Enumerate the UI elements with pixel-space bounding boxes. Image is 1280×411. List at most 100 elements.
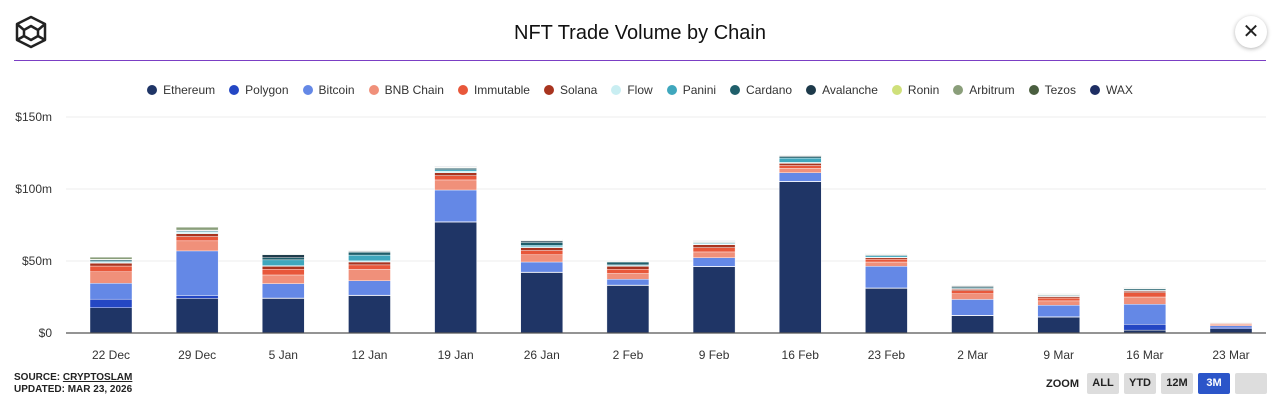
bar-segment[interactable] bbox=[865, 255, 908, 258]
bar-segment[interactable] bbox=[606, 285, 650, 334]
legend-item[interactable]: BNB Chain bbox=[368, 83, 444, 97]
bar-segment[interactable] bbox=[89, 259, 133, 262]
bar-segment[interactable] bbox=[348, 269, 391, 281]
bar-segment[interactable] bbox=[865, 261, 908, 267]
bar-segment[interactable] bbox=[89, 307, 133, 334]
close-icon[interactable]: ✕ bbox=[1235, 16, 1267, 48]
bar-segment[interactable] bbox=[434, 179, 477, 191]
bar-segment[interactable] bbox=[348, 264, 391, 270]
bar-segment[interactable] bbox=[1209, 328, 1253, 334]
bar-segment[interactable] bbox=[262, 259, 305, 266]
bar-segment[interactable] bbox=[262, 269, 305, 276]
bar-segment[interactable] bbox=[779, 168, 822, 173]
bar-segment[interactable] bbox=[1037, 300, 1080, 306]
bar-segment[interactable] bbox=[262, 254, 305, 258]
bar-segment[interactable] bbox=[175, 298, 219, 334]
bar-segment[interactable] bbox=[520, 247, 563, 251]
bar-segment[interactable] bbox=[520, 245, 563, 247]
legend-item[interactable]: Flow bbox=[611, 83, 653, 97]
bar-segment[interactable] bbox=[1037, 296, 1080, 299]
legend-item[interactable]: Ethereum bbox=[147, 83, 215, 97]
bar-segment[interactable] bbox=[1037, 297, 1080, 302]
bar-segment[interactable] bbox=[606, 269, 650, 274]
bar-segment[interactable] bbox=[779, 181, 822, 334]
bar-segment[interactable] bbox=[951, 286, 994, 289]
zoom-3m-button[interactable]: 3M bbox=[1198, 373, 1230, 394]
bar-segment[interactable] bbox=[434, 189, 477, 222]
bar-segment[interactable] bbox=[434, 171, 477, 173]
legend-item[interactable]: Arbitrum bbox=[953, 83, 1015, 97]
bar-segment[interactable] bbox=[779, 157, 822, 163]
bar-segment[interactable] bbox=[1123, 324, 1167, 331]
legend-item[interactable]: Bitcoin bbox=[302, 83, 355, 97]
legend-item[interactable]: Immutable bbox=[457, 83, 530, 97]
bar-segment[interactable] bbox=[951, 299, 994, 316]
bar-segment[interactable] bbox=[606, 266, 650, 270]
bar-segment[interactable] bbox=[779, 156, 822, 159]
bar-segment[interactable] bbox=[520, 240, 563, 243]
bar-segment[interactable] bbox=[348, 254, 391, 262]
bar-segment[interactable] bbox=[520, 254, 563, 263]
bar-segment[interactable] bbox=[89, 298, 133, 309]
bar-segment[interactable] bbox=[434, 168, 477, 171]
bar-segment[interactable] bbox=[175, 226, 219, 231]
bar-segment[interactable] bbox=[1209, 325, 1253, 328]
zoom-extra-button[interactable] bbox=[1235, 373, 1267, 394]
bar-segment[interactable] bbox=[692, 251, 736, 258]
bar-segment[interactable] bbox=[1037, 316, 1080, 334]
bar-segment[interactable] bbox=[175, 240, 219, 252]
bar-segment[interactable] bbox=[434, 169, 477, 172]
bar-segment[interactable] bbox=[779, 163, 822, 166]
bar-segment[interactable] bbox=[262, 266, 305, 270]
bar-segment[interactable] bbox=[262, 283, 305, 299]
bar-segment[interactable] bbox=[865, 288, 908, 334]
legend-item[interactable]: WAX bbox=[1089, 83, 1133, 97]
bar-segment[interactable] bbox=[951, 290, 994, 294]
bar-segment[interactable] bbox=[692, 247, 736, 253]
bar-segment[interactable] bbox=[348, 280, 391, 296]
bar-segment[interactable] bbox=[175, 250, 219, 296]
bar-segment[interactable] bbox=[779, 165, 822, 169]
bar-segment[interactable] bbox=[262, 257, 305, 261]
legend-item[interactable]: Tezos bbox=[1028, 83, 1076, 97]
bar-segment[interactable] bbox=[692, 266, 736, 334]
bar-segment[interactable] bbox=[434, 172, 477, 176]
bar-segment[interactable] bbox=[1123, 292, 1167, 298]
bar-segment[interactable] bbox=[692, 257, 736, 267]
bar-segment[interactable] bbox=[348, 295, 391, 334]
bar-segment[interactable] bbox=[89, 271, 133, 284]
bar-segment[interactable] bbox=[175, 295, 219, 299]
legend-item[interactable]: Ronin bbox=[891, 83, 939, 97]
bar-segment[interactable] bbox=[520, 250, 563, 256]
bar-segment[interactable] bbox=[89, 283, 133, 300]
bar-segment[interactable] bbox=[434, 175, 477, 181]
legend-item[interactable]: Polygon bbox=[229, 83, 289, 97]
legend-item[interactable]: Solana bbox=[543, 83, 597, 97]
bar-segment[interactable] bbox=[779, 172, 822, 182]
legend-item[interactable]: Panini bbox=[666, 83, 716, 97]
zoom-all-button[interactable]: ALL bbox=[1087, 373, 1119, 394]
bar-segment[interactable] bbox=[865, 258, 908, 263]
bar-segment[interactable] bbox=[606, 261, 650, 266]
bar-segment[interactable] bbox=[865, 257, 908, 260]
bar-segment[interactable] bbox=[692, 244, 736, 248]
source-link[interactable]: CRYPTOSLAM bbox=[62, 372, 133, 383]
bar-segment[interactable] bbox=[1037, 305, 1080, 317]
bar-segment[interactable] bbox=[89, 256, 133, 260]
legend-item[interactable]: Avalanche bbox=[806, 83, 878, 97]
bar-segment[interactable] bbox=[175, 233, 219, 237]
bar-segment[interactable] bbox=[1123, 291, 1167, 293]
bar-segment[interactable] bbox=[606, 279, 650, 286]
bar-segment[interactable] bbox=[175, 231, 219, 234]
bar-segment[interactable] bbox=[520, 272, 563, 334]
bar-segment[interactable] bbox=[1209, 327, 1253, 329]
bar-segment[interactable] bbox=[262, 298, 305, 334]
bar-segment[interactable] bbox=[520, 261, 563, 273]
bar-segment[interactable] bbox=[1123, 304, 1167, 325]
bar-segment[interactable] bbox=[1123, 288, 1167, 291]
bar-segment[interactable] bbox=[89, 265, 133, 273]
bar-segment[interactable] bbox=[175, 236, 219, 242]
bar-segment[interactable] bbox=[89, 262, 133, 267]
legend-item[interactable]: Cardano bbox=[730, 83, 792, 97]
bar-segment[interactable] bbox=[434, 221, 477, 334]
